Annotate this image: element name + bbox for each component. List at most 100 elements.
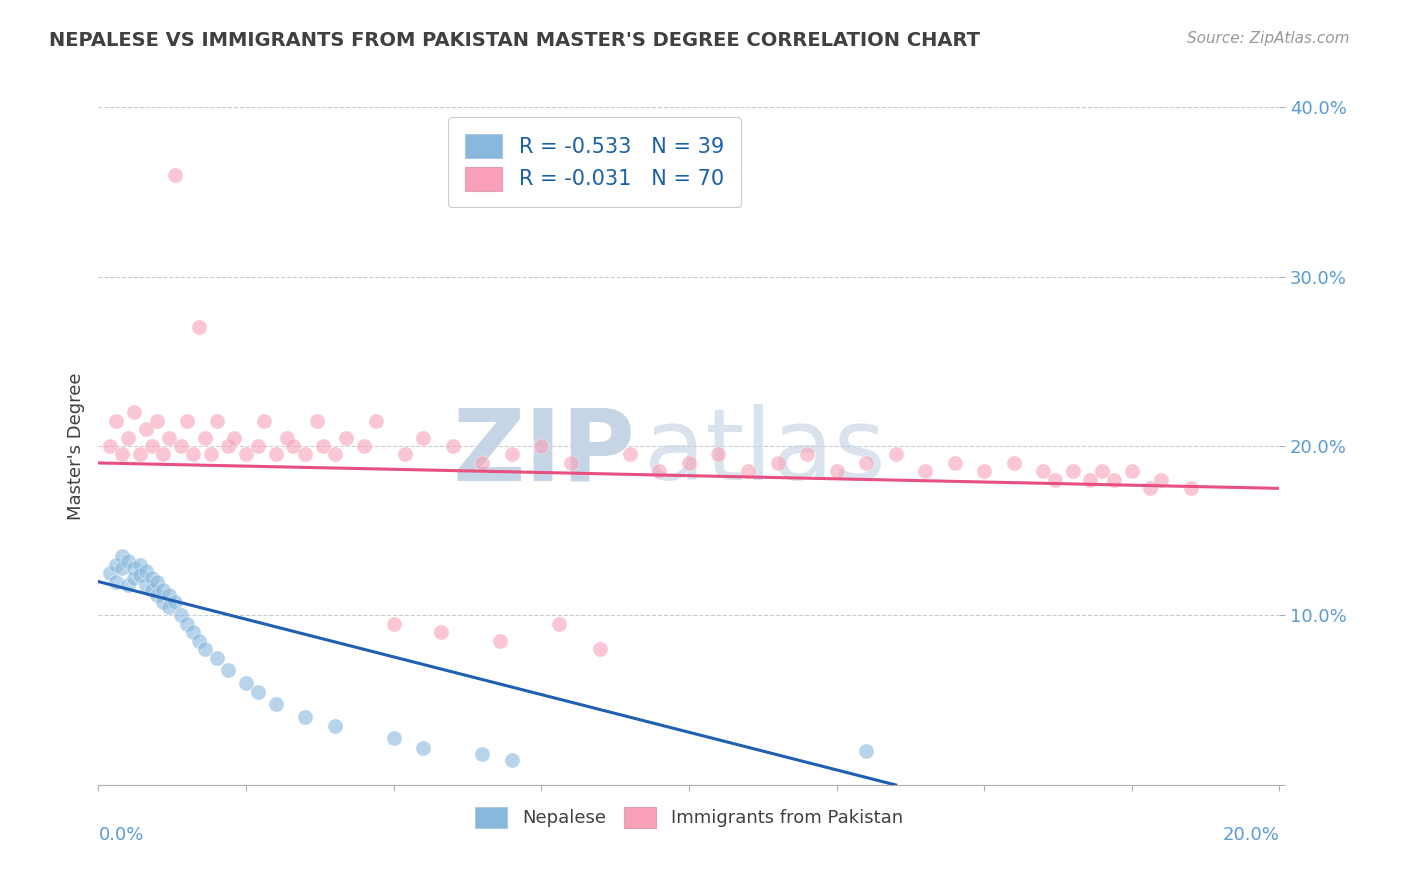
- Point: [382, 617, 405, 632]
- Point: [235, 447, 257, 462]
- Point: [176, 414, 198, 428]
- Point: [128, 567, 150, 582]
- Point: [501, 447, 523, 462]
- Point: [1032, 464, 1054, 478]
- Point: [678, 456, 700, 470]
- Point: [135, 578, 157, 592]
- Point: [619, 447, 641, 462]
- Point: [1091, 464, 1114, 478]
- Point: [122, 405, 145, 419]
- Point: [141, 439, 163, 453]
- Point: [141, 583, 163, 598]
- Point: [98, 566, 121, 581]
- Text: NEPALESE VS IMMIGRANTS FROM PAKISTAN MASTER'S DEGREE CORRELATION CHART: NEPALESE VS IMMIGRANTS FROM PAKISTAN MAS…: [49, 31, 980, 50]
- Point: [707, 447, 730, 462]
- Point: [796, 447, 818, 462]
- Y-axis label: Master's Degree: Master's Degree: [66, 372, 84, 520]
- Point: [157, 588, 180, 602]
- Point: [111, 561, 134, 575]
- Point: [1043, 473, 1066, 487]
- Point: [560, 456, 582, 470]
- Point: [441, 439, 464, 453]
- Point: [170, 608, 193, 623]
- Point: [152, 595, 174, 609]
- Point: [766, 456, 789, 470]
- Point: [111, 447, 134, 462]
- Point: [737, 464, 759, 478]
- Point: [943, 456, 966, 470]
- Point: [128, 558, 150, 572]
- Point: [194, 642, 217, 657]
- Point: [855, 744, 877, 758]
- Point: [146, 574, 169, 589]
- Point: [855, 456, 877, 470]
- Point: [1062, 464, 1084, 478]
- Point: [264, 447, 287, 462]
- Point: [312, 439, 335, 453]
- Point: [294, 447, 316, 462]
- Point: [146, 588, 169, 602]
- Text: atlas: atlas: [644, 404, 886, 501]
- Point: [471, 456, 494, 470]
- Point: [1102, 473, 1125, 487]
- Point: [205, 414, 228, 428]
- Point: [412, 430, 434, 444]
- Legend: Nepalese, Immigrants from Pakistan: Nepalese, Immigrants from Pakistan: [465, 798, 912, 837]
- Point: [648, 464, 671, 478]
- Text: ZIP: ZIP: [453, 404, 636, 501]
- Text: Source: ZipAtlas.com: Source: ZipAtlas.com: [1187, 31, 1350, 46]
- Point: [253, 414, 276, 428]
- Point: [152, 583, 174, 598]
- Text: 0.0%: 0.0%: [98, 826, 143, 844]
- Point: [364, 414, 387, 428]
- Point: [224, 430, 246, 444]
- Point: [382, 731, 405, 745]
- Point: [323, 447, 346, 462]
- Point: [305, 414, 328, 428]
- Point: [105, 574, 128, 589]
- Point: [1121, 464, 1143, 478]
- Point: [135, 565, 157, 579]
- Point: [394, 447, 416, 462]
- Point: [157, 599, 180, 614]
- Point: [276, 430, 298, 444]
- Point: [589, 642, 612, 657]
- Point: [412, 740, 434, 755]
- Point: [98, 439, 121, 453]
- Point: [165, 168, 187, 182]
- Text: 20.0%: 20.0%: [1223, 826, 1279, 844]
- Point: [205, 651, 228, 665]
- Point: [135, 422, 157, 436]
- Point: [217, 663, 239, 677]
- Point: [200, 447, 222, 462]
- Point: [187, 320, 209, 334]
- Point: [181, 447, 204, 462]
- Point: [111, 549, 134, 564]
- Point: [117, 578, 139, 592]
- Point: [157, 430, 180, 444]
- Point: [176, 617, 198, 632]
- Point: [283, 439, 305, 453]
- Point: [146, 414, 169, 428]
- Point: [548, 617, 571, 632]
- Point: [152, 447, 174, 462]
- Point: [117, 554, 139, 568]
- Point: [105, 414, 128, 428]
- Point: [1080, 473, 1102, 487]
- Point: [914, 464, 936, 478]
- Point: [141, 571, 163, 585]
- Point: [170, 439, 193, 453]
- Point: [246, 685, 269, 699]
- Point: [128, 447, 150, 462]
- Point: [1139, 482, 1161, 496]
- Point: [294, 710, 316, 724]
- Point: [973, 464, 995, 478]
- Point: [187, 633, 209, 648]
- Point: [471, 747, 494, 762]
- Point: [217, 439, 239, 453]
- Point: [335, 430, 357, 444]
- Point: [105, 558, 128, 572]
- Point: [353, 439, 375, 453]
- Point: [117, 430, 139, 444]
- Point: [181, 625, 204, 640]
